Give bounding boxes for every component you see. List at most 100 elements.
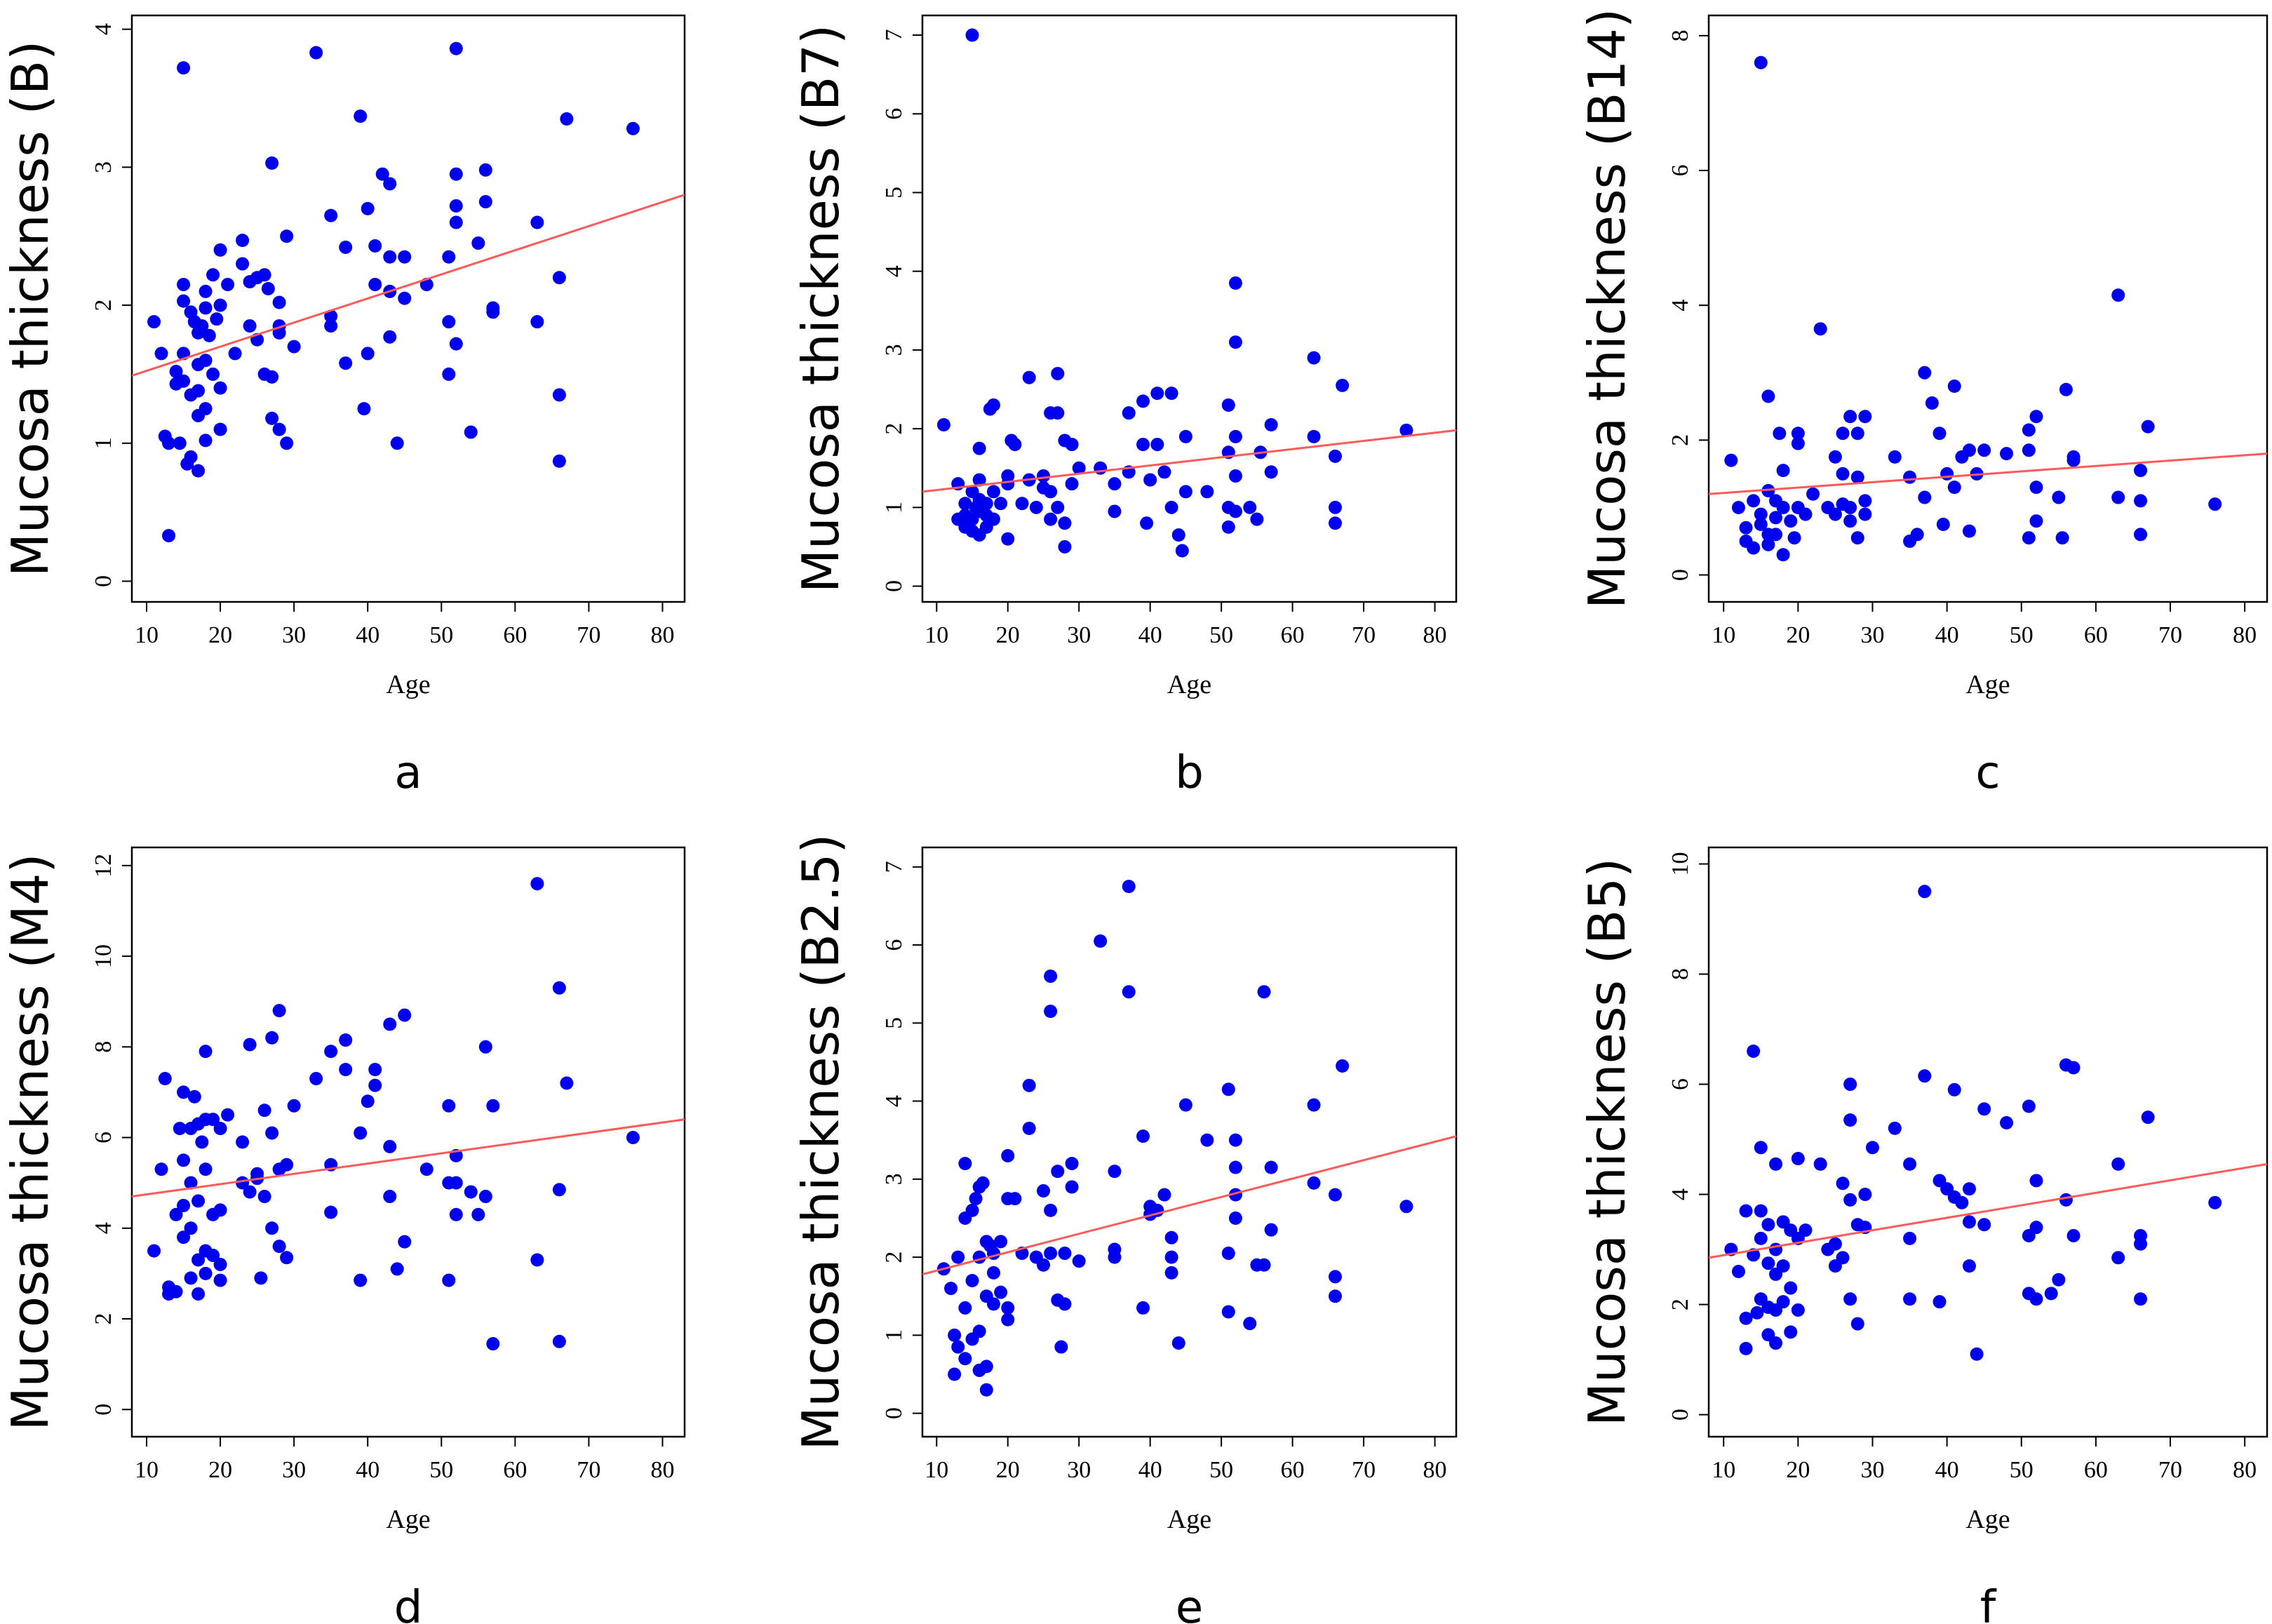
x-tick-label: 70 xyxy=(1352,622,1376,648)
data-point xyxy=(398,1235,412,1249)
data-point xyxy=(1754,1231,1768,1245)
data-point xyxy=(1962,1215,1976,1229)
x-axis-label: Age xyxy=(1167,1505,1211,1534)
data-point xyxy=(309,1072,323,1086)
chart-panel-e: 10 20 30 40 50 60 70 80 0 1 2 3 4 5 6 7 Age Mucosa thickn… xyxy=(791,834,1458,1624)
x-tick-label: 60 xyxy=(1281,1457,1305,1483)
data-point xyxy=(1843,514,1857,528)
data-point xyxy=(1054,1340,1068,1354)
data-point xyxy=(162,436,176,450)
data-point xyxy=(1228,276,1242,290)
y-tick-label: 4 xyxy=(1667,1188,1693,1200)
x-tick-label: 10 xyxy=(135,622,159,648)
data-point xyxy=(1140,516,1154,530)
data-point xyxy=(1108,1165,1122,1179)
data-point xyxy=(1157,1188,1171,1202)
data-point xyxy=(1051,367,1065,381)
data-point xyxy=(1888,1121,1902,1135)
data-point xyxy=(552,388,566,402)
data-point xyxy=(1918,490,1932,504)
x-tick-label: 70 xyxy=(1352,1457,1376,1483)
x-tick-label: 50 xyxy=(429,1457,453,1483)
data-point xyxy=(173,436,187,450)
data-point xyxy=(471,236,485,250)
data-point xyxy=(986,1266,1000,1280)
data-point xyxy=(1843,1292,1857,1306)
plot-frame xyxy=(130,846,686,1438)
y-tick-label: 1 xyxy=(90,437,116,449)
y-tick-label: 0 xyxy=(1667,1409,1693,1421)
data-point xyxy=(1058,1297,1072,1311)
data-point xyxy=(177,278,191,292)
data-point xyxy=(1136,1301,1150,1315)
data-point xyxy=(1264,418,1278,432)
y-tick-label: 2 xyxy=(881,423,907,435)
data-point xyxy=(265,411,279,425)
data-point xyxy=(383,1190,397,1204)
data-point xyxy=(177,374,191,388)
data-point xyxy=(1122,406,1136,420)
data-point xyxy=(1399,1200,1413,1214)
data-point xyxy=(2022,423,2036,437)
y-tick-label: 7 xyxy=(881,861,907,873)
data-point xyxy=(184,1271,198,1285)
data-point xyxy=(280,436,294,450)
data-point xyxy=(442,315,456,329)
data-point xyxy=(1228,1160,1242,1174)
x-tick-label: 10 xyxy=(1712,622,1735,648)
data-point xyxy=(1787,531,1801,545)
data-point xyxy=(191,1287,206,1301)
data-point xyxy=(206,1113,220,1127)
data-point xyxy=(1065,477,1079,491)
data-point xyxy=(1264,465,1278,479)
data-point xyxy=(1108,477,1122,491)
data-point xyxy=(449,199,463,213)
y-tick-label: 2 xyxy=(90,300,116,311)
data-point xyxy=(1257,985,1271,999)
data-point xyxy=(1164,500,1178,514)
data-point xyxy=(199,434,213,448)
data-point xyxy=(1843,1113,1857,1127)
x-tick-label: 20 xyxy=(996,622,1020,648)
data-point xyxy=(2111,288,2125,302)
data-point xyxy=(309,46,323,60)
data-point xyxy=(958,1352,972,1366)
data-point xyxy=(191,384,206,398)
data-point xyxy=(1936,517,1950,531)
data-point xyxy=(354,1273,368,1287)
data-point xyxy=(1228,469,1242,483)
data-point xyxy=(169,1284,183,1298)
data-point xyxy=(2052,1273,2066,1287)
data-point xyxy=(1307,1176,1321,1190)
data-point xyxy=(1051,1165,1065,1179)
data-point xyxy=(1001,477,1015,491)
y-tick-label: 8 xyxy=(90,1041,116,1053)
data-point xyxy=(1221,1305,1235,1319)
chart-panel-b: 10 20 30 40 50 60 70 80 0 1 2 3 4 5 6 7 Age Mucosa thickn… xyxy=(791,14,1458,799)
data-point xyxy=(154,1162,168,1176)
y-tick-label: 1 xyxy=(881,502,907,514)
data-point xyxy=(324,309,338,323)
data-point xyxy=(1903,1231,1917,1245)
data-point xyxy=(361,1094,375,1108)
data-point xyxy=(221,1108,235,1122)
data-point xyxy=(1813,1157,1827,1171)
data-point xyxy=(1776,464,1790,478)
data-point xyxy=(626,1131,640,1145)
data-point xyxy=(552,1334,566,1348)
data-point xyxy=(383,330,397,344)
data-point xyxy=(1724,453,1738,467)
data-point xyxy=(1836,427,1850,441)
x-tick-label: 20 xyxy=(208,1457,232,1483)
data-point xyxy=(1264,1223,1278,1237)
x-tick-label: 70 xyxy=(577,622,600,648)
data-point xyxy=(383,250,397,264)
data-point xyxy=(265,1221,279,1235)
trend-line xyxy=(1709,452,2267,495)
data-point xyxy=(1001,1313,1015,1327)
data-point xyxy=(1164,387,1178,401)
data-point xyxy=(368,1078,382,1092)
data-point xyxy=(1865,1141,1879,1155)
data-point xyxy=(1828,450,1842,464)
